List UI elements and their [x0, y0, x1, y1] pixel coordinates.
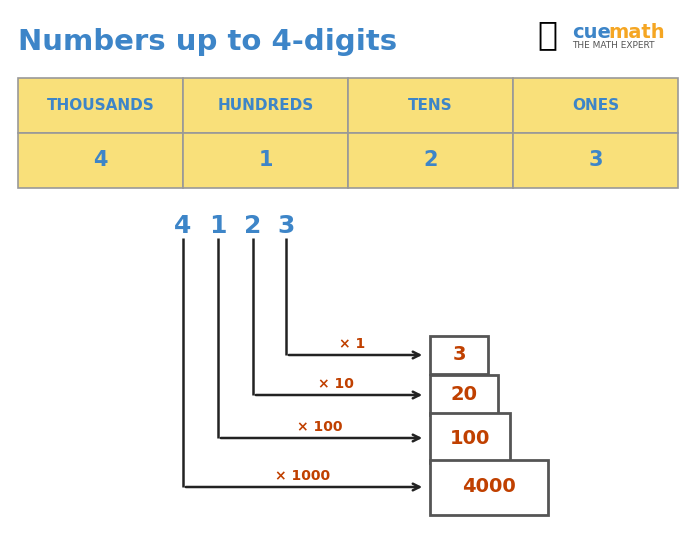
Text: math: math	[608, 23, 664, 42]
Text: 3: 3	[588, 151, 603, 170]
Text: cue: cue	[572, 23, 611, 42]
Bar	[430, 413, 510, 463]
Text: TENS: TENS	[408, 98, 453, 113]
Bar	[430, 375, 498, 415]
Text: THOUSANDS: THOUSANDS	[47, 98, 154, 113]
Text: × 10: × 10	[318, 377, 354, 391]
Text: 100: 100	[450, 429, 490, 448]
Bar	[183, 78, 348, 133]
Text: × 1: × 1	[339, 337, 365, 351]
Text: 20: 20	[450, 385, 477, 404]
Text: THE MATH EXPERT: THE MATH EXPERT	[572, 41, 655, 50]
Text: Numbers up to 4-digits: Numbers up to 4-digits	[18, 28, 397, 56]
Bar	[348, 78, 513, 133]
Text: 2: 2	[245, 214, 262, 238]
Text: 1: 1	[259, 151, 272, 170]
Bar	[183, 133, 348, 188]
Bar	[513, 78, 678, 133]
Bar	[513, 133, 678, 188]
Text: 4: 4	[174, 214, 192, 238]
Text: × 1000: × 1000	[275, 469, 330, 483]
Text: 3: 3	[277, 214, 295, 238]
Text: × 100: × 100	[297, 420, 342, 434]
Bar	[18, 78, 183, 133]
Text: 2: 2	[423, 151, 438, 170]
Bar	[430, 460, 548, 515]
Text: 4: 4	[93, 151, 108, 170]
Text: HUNDREDS: HUNDREDS	[218, 98, 313, 113]
Text: ONES: ONES	[572, 98, 619, 113]
Text: 4000: 4000	[462, 477, 516, 496]
Text: 3: 3	[452, 345, 466, 364]
Bar	[430, 336, 488, 374]
Bar	[18, 133, 183, 188]
Bar	[348, 133, 513, 188]
Text: 1: 1	[209, 214, 227, 238]
Text: 🚀: 🚀	[537, 18, 557, 51]
